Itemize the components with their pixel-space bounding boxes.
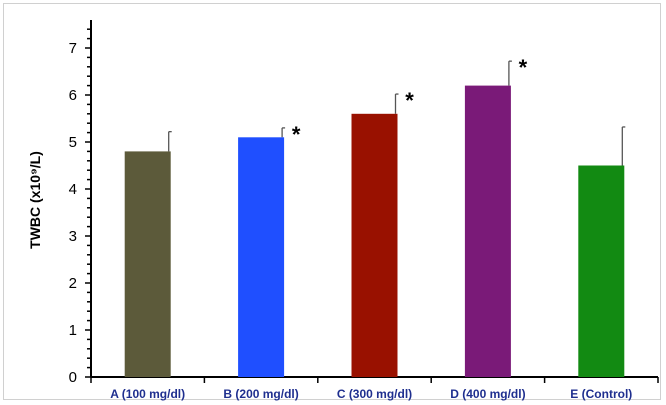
- y-tick-label: 1: [69, 322, 77, 339]
- x-tick-label: B (200 mg/dl): [223, 387, 298, 401]
- significance-marker: *: [405, 88, 414, 113]
- bar: [464, 85, 511, 377]
- y-tick-label: 2: [69, 275, 77, 292]
- bar: [124, 151, 171, 377]
- y-tick-label: 4: [69, 181, 77, 198]
- x-tick-label: D (400 mg/dl): [450, 387, 525, 401]
- x-tick-label: C (300 mg/dl): [337, 387, 412, 401]
- significance-marker: *: [519, 55, 528, 80]
- y-tick-label: 6: [69, 87, 77, 104]
- bar: [351, 113, 398, 378]
- bar: [578, 165, 625, 377]
- bars: A (100 mg/dl) * B (200 mg/dl) * C (300 mg/dl…: [110, 55, 632, 401]
- x-tick-label: E (Control): [570, 387, 632, 401]
- y-axis-title: TWBC (x10⁹/L): [27, 151, 43, 249]
- axes: 0 1 2 3 4 5 6 7: [69, 20, 659, 386]
- y-tick-label: 5: [69, 134, 77, 151]
- significance-marker: *: [292, 122, 301, 147]
- y-tick-label: 7: [69, 40, 77, 57]
- chart-frame: [3, 3, 661, 400]
- y-tick-label: 3: [69, 228, 77, 245]
- bar: [238, 137, 285, 377]
- x-tick-label: A (100 mg/dl): [110, 387, 185, 401]
- y-tick-label: 0: [69, 369, 77, 386]
